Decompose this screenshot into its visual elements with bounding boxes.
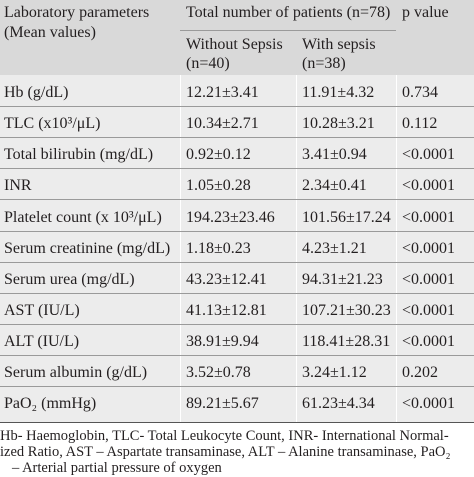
row-without: 194.23±23.46 (186, 209, 275, 226)
row-param: Serum albumin (g/dL) (4, 364, 148, 381)
row-divider (0, 262, 474, 263)
row-with: 11.91±4.32 (302, 84, 375, 101)
row-without: 89.21±5.67 (186, 395, 259, 412)
total-patients-header: Total number of patients (n=78) (186, 4, 391, 21)
row-divider (0, 168, 474, 169)
row-divider (0, 231, 474, 232)
pvalue-header: p value (402, 4, 449, 21)
row-divider (0, 324, 474, 325)
row-pvalue: <0.0001 (402, 146, 456, 163)
row-with: 3.24±1.12 (302, 364, 367, 381)
row-pvalue: <0.0001 (402, 177, 456, 194)
column-divider (296, 75, 297, 422)
row-divider (0, 106, 474, 107)
row-pvalue: 0.734 (402, 84, 438, 101)
with-sepsis-header-line2: (n=38) (302, 55, 346, 72)
row-param: Hb (g/dL) (4, 84, 69, 101)
row-param: ALT (IU/L) (4, 333, 80, 350)
row-pvalue: <0.0001 (402, 240, 456, 257)
group-divider (180, 30, 396, 31)
row-without: 0.92±0.12 (186, 146, 251, 163)
row-with: 107.21±30.23 (302, 302, 391, 319)
row-without: 43.23±12.41 (186, 271, 267, 288)
column-divider (396, 75, 397, 422)
row-param: PaO₂ (mmHg) (4, 395, 97, 412)
row-without: 41.13±12.81 (186, 302, 267, 319)
row-pvalue: <0.0001 (402, 209, 456, 226)
row-divider (0, 386, 474, 387)
row-param: Serum creatinine (mg/dL) (4, 240, 171, 257)
row-with: 2.34±0.41 (302, 177, 367, 194)
with-sepsis-header-line1: With sepsis (302, 36, 376, 53)
row-with: 3.41±0.94 (302, 146, 367, 163)
row-with: 61.23±4.34 (302, 395, 375, 412)
row-without: 10.34±2.71 (186, 115, 259, 132)
row-without: 1.18±0.23 (186, 240, 251, 257)
footnote-line1: Hb- Haemoglobin, TLC- Total Leukocyte Co… (0, 428, 449, 444)
row-without: 38.91±9.94 (186, 333, 259, 350)
row-param: AST (IU/L) (4, 302, 80, 319)
row-divider (0, 293, 474, 294)
row-without: 12.21±3.41 (186, 84, 259, 101)
row-with: 118.41±28.31 (302, 333, 391, 350)
row-divider (0, 199, 474, 200)
table-bottom-rule (0, 422, 474, 423)
table-header: Laboratory parameters (Mean values) Tota… (0, 0, 474, 75)
param-header-line1: Laboratory parameters (4, 4, 150, 21)
row-divider (0, 355, 474, 356)
row-param: Total bilirubin (mg/dL) (4, 146, 154, 163)
row-pvalue: 0.202 (402, 364, 438, 381)
row-divider (0, 137, 474, 138)
row-pvalue: <0.0001 (402, 302, 456, 319)
row-without: 1.05±0.28 (186, 177, 251, 194)
footnote-line2: ized Ratio, AST – Aspartate transaminase… (0, 444, 451, 460)
row-with: 4.23±1.21 (302, 240, 367, 257)
column-divider (180, 75, 181, 422)
row-with: 10.28±3.21 (302, 115, 375, 132)
row-with: 94.31±21.23 (302, 271, 383, 288)
row-param: INR (4, 177, 32, 194)
footnote-line3: – Arterial partial pressure of oxygen (12, 460, 222, 476)
row-pvalue: 0.112 (402, 115, 438, 132)
table-body: Hb (g/dL) 12.21±3.41 11.91±4.32 0.734 TL… (0, 75, 474, 422)
row-with: 101.56±17.24 (302, 209, 391, 226)
row-pvalue: <0.0001 (402, 395, 456, 412)
row-param: Platelet count (x 10³/μL) (4, 209, 162, 226)
without-sepsis-header-line2: (n=40) (186, 55, 230, 72)
row-pvalue: <0.0001 (402, 333, 456, 350)
row-pvalue: <0.0001 (402, 271, 456, 288)
row-param: Serum urea (mg/dL) (4, 271, 135, 288)
row-param: TLC (x10³/μL) (4, 115, 101, 132)
row-without: 3.52±0.78 (186, 364, 251, 381)
param-header-line2: (Mean values) (4, 24, 96, 41)
without-sepsis-header-line1: Without Sepsis (186, 36, 283, 53)
